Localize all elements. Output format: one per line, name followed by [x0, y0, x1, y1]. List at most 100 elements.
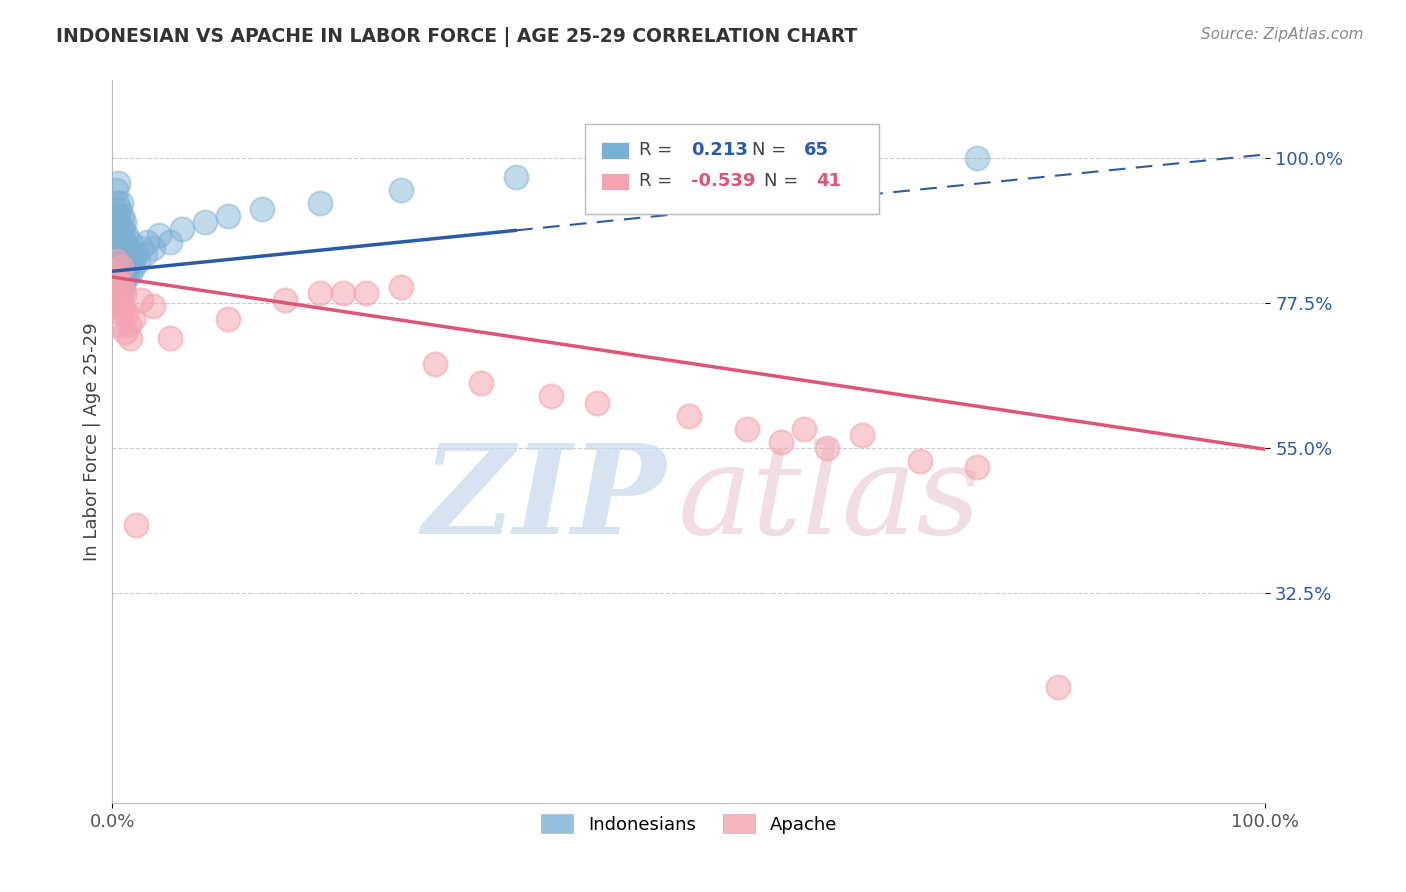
- Point: [117, 318, 139, 333]
- Point: [104, 202, 127, 217]
- Point: [585, 396, 607, 410]
- Point: [122, 312, 145, 326]
- Point: [107, 318, 129, 333]
- Point: [111, 254, 134, 268]
- Point: [309, 286, 332, 301]
- Point: [114, 325, 136, 339]
- Point: [136, 235, 159, 249]
- Point: [129, 293, 153, 307]
- Text: atlas: atlas: [678, 439, 981, 560]
- Point: [104, 299, 127, 313]
- Point: [117, 241, 139, 255]
- Y-axis label: In Labor Force | Age 25-29: In Labor Force | Age 25-29: [83, 322, 101, 561]
- Point: [107, 209, 129, 223]
- FancyBboxPatch shape: [585, 124, 879, 214]
- Point: [134, 247, 156, 261]
- Point: [121, 254, 143, 268]
- Point: [735, 422, 758, 436]
- Point: [142, 299, 165, 313]
- Point: [159, 331, 181, 345]
- Text: 65: 65: [804, 141, 830, 160]
- Point: [110, 260, 132, 275]
- Point: [110, 221, 132, 235]
- Point: [966, 151, 988, 165]
- Text: 41: 41: [815, 172, 841, 190]
- Point: [274, 293, 297, 307]
- Point: [105, 273, 128, 287]
- Point: [107, 177, 129, 191]
- Point: [120, 247, 142, 261]
- Point: [111, 235, 134, 249]
- Point: [105, 241, 128, 255]
- Point: [110, 305, 132, 319]
- Legend: Indonesians, Apache: Indonesians, Apache: [534, 807, 844, 841]
- Point: [107, 267, 129, 281]
- Point: [105, 273, 128, 287]
- Point: [104, 279, 127, 293]
- Point: [111, 209, 134, 223]
- Point: [107, 235, 129, 249]
- Text: 0.213: 0.213: [692, 141, 748, 160]
- Point: [112, 247, 135, 261]
- Point: [851, 428, 873, 442]
- Point: [540, 389, 562, 403]
- Point: [112, 215, 135, 229]
- Text: -0.539: -0.539: [692, 172, 755, 190]
- Point: [105, 195, 128, 210]
- Point: [111, 260, 134, 275]
- Point: [103, 228, 125, 243]
- Text: Source: ZipAtlas.com: Source: ZipAtlas.com: [1201, 27, 1364, 42]
- Point: [389, 183, 412, 197]
- Point: [108, 260, 131, 275]
- Point: [217, 312, 239, 326]
- Point: [124, 518, 146, 533]
- Point: [104, 183, 127, 197]
- Point: [104, 254, 127, 268]
- Point: [815, 441, 838, 455]
- Point: [470, 376, 492, 391]
- Point: [148, 228, 170, 243]
- Point: [122, 260, 145, 275]
- Point: [110, 247, 132, 261]
- Point: [108, 202, 131, 217]
- Point: [159, 235, 181, 249]
- Point: [112, 286, 135, 301]
- Point: [107, 279, 129, 293]
- Point: [104, 215, 127, 229]
- Point: [110, 267, 132, 281]
- Point: [332, 286, 354, 301]
- Point: [194, 215, 217, 229]
- Point: [104, 247, 127, 261]
- Point: [104, 286, 127, 301]
- Point: [115, 228, 138, 243]
- Point: [354, 286, 377, 301]
- Point: [104, 286, 127, 301]
- Text: N =: N =: [763, 172, 804, 190]
- Point: [112, 273, 135, 287]
- Point: [129, 241, 153, 255]
- Point: [309, 195, 332, 210]
- Point: [114, 267, 136, 281]
- Point: [108, 293, 131, 307]
- Point: [118, 267, 141, 281]
- Point: [117, 254, 139, 268]
- Point: [425, 357, 447, 371]
- Point: [1046, 680, 1069, 694]
- Point: [110, 286, 132, 301]
- Point: [118, 235, 141, 249]
- Point: [104, 254, 127, 268]
- Point: [127, 254, 149, 268]
- Point: [103, 267, 125, 281]
- Point: [111, 279, 134, 293]
- Point: [252, 202, 274, 217]
- Point: [142, 241, 165, 255]
- Point: [111, 299, 134, 313]
- Point: [678, 409, 700, 423]
- Point: [678, 163, 700, 178]
- Text: R =: R =: [640, 141, 678, 160]
- Point: [966, 460, 988, 475]
- Point: [111, 279, 134, 293]
- Point: [908, 454, 931, 468]
- Point: [217, 209, 239, 223]
- Point: [111, 221, 134, 235]
